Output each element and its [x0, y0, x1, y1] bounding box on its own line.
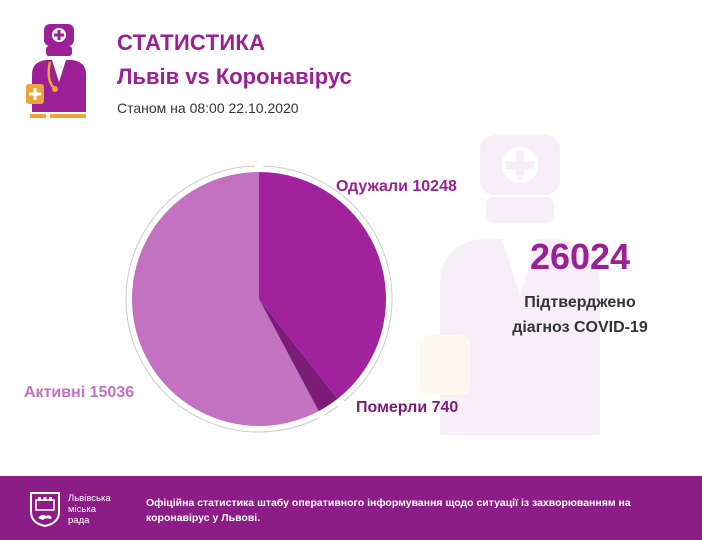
total-confirmed-label: Підтверджено діагноз COVID-19 — [490, 290, 670, 340]
total-label-line-1: Підтверджено — [524, 294, 636, 311]
footer-org-name: Львівська міська рада — [68, 493, 128, 526]
footer-bar — [0, 476, 702, 540]
slice-label-active: Активні 15036 — [24, 384, 134, 401]
leader-deaths — [324, 405, 339, 415]
doctor-watermark-icon — [420, 135, 600, 435]
slice-recovered — [259, 172, 386, 399]
footer-disclaimer: Офіційна статистика штабу оперативного і… — [146, 497, 631, 524]
leader-active — [125, 165, 319, 433]
page-title: СТАТИСТИКА — [117, 30, 266, 55]
leader-recovered — [262, 165, 393, 402]
footer-org-line-3: рада — [68, 515, 90, 526]
lviv-coat-of-arms-icon — [30, 492, 60, 528]
slice-label-deaths: Померли 740 — [356, 399, 458, 416]
date-line: Станом на 08:00 22.10.2020 — [117, 100, 299, 116]
footer-org-line-1: Львівська — [68, 493, 111, 504]
total-label-line-2: діагноз COVID-19 — [512, 319, 648, 336]
footer-org-line-2: міська — [68, 504, 96, 515]
pie-chart: Одужали 10248 Померли 740 Активні 15036 — [24, 165, 458, 433]
page-subtitle: Львів vs Коронавірус — [117, 64, 352, 89]
doctor-icon — [26, 24, 86, 118]
slice-label-recovered: Одужали 10248 — [336, 178, 457, 195]
total-confirmed-value: 26024 — [529, 236, 631, 277]
slice-deaths — [259, 299, 338, 412]
slice-active — [131, 172, 319, 426]
